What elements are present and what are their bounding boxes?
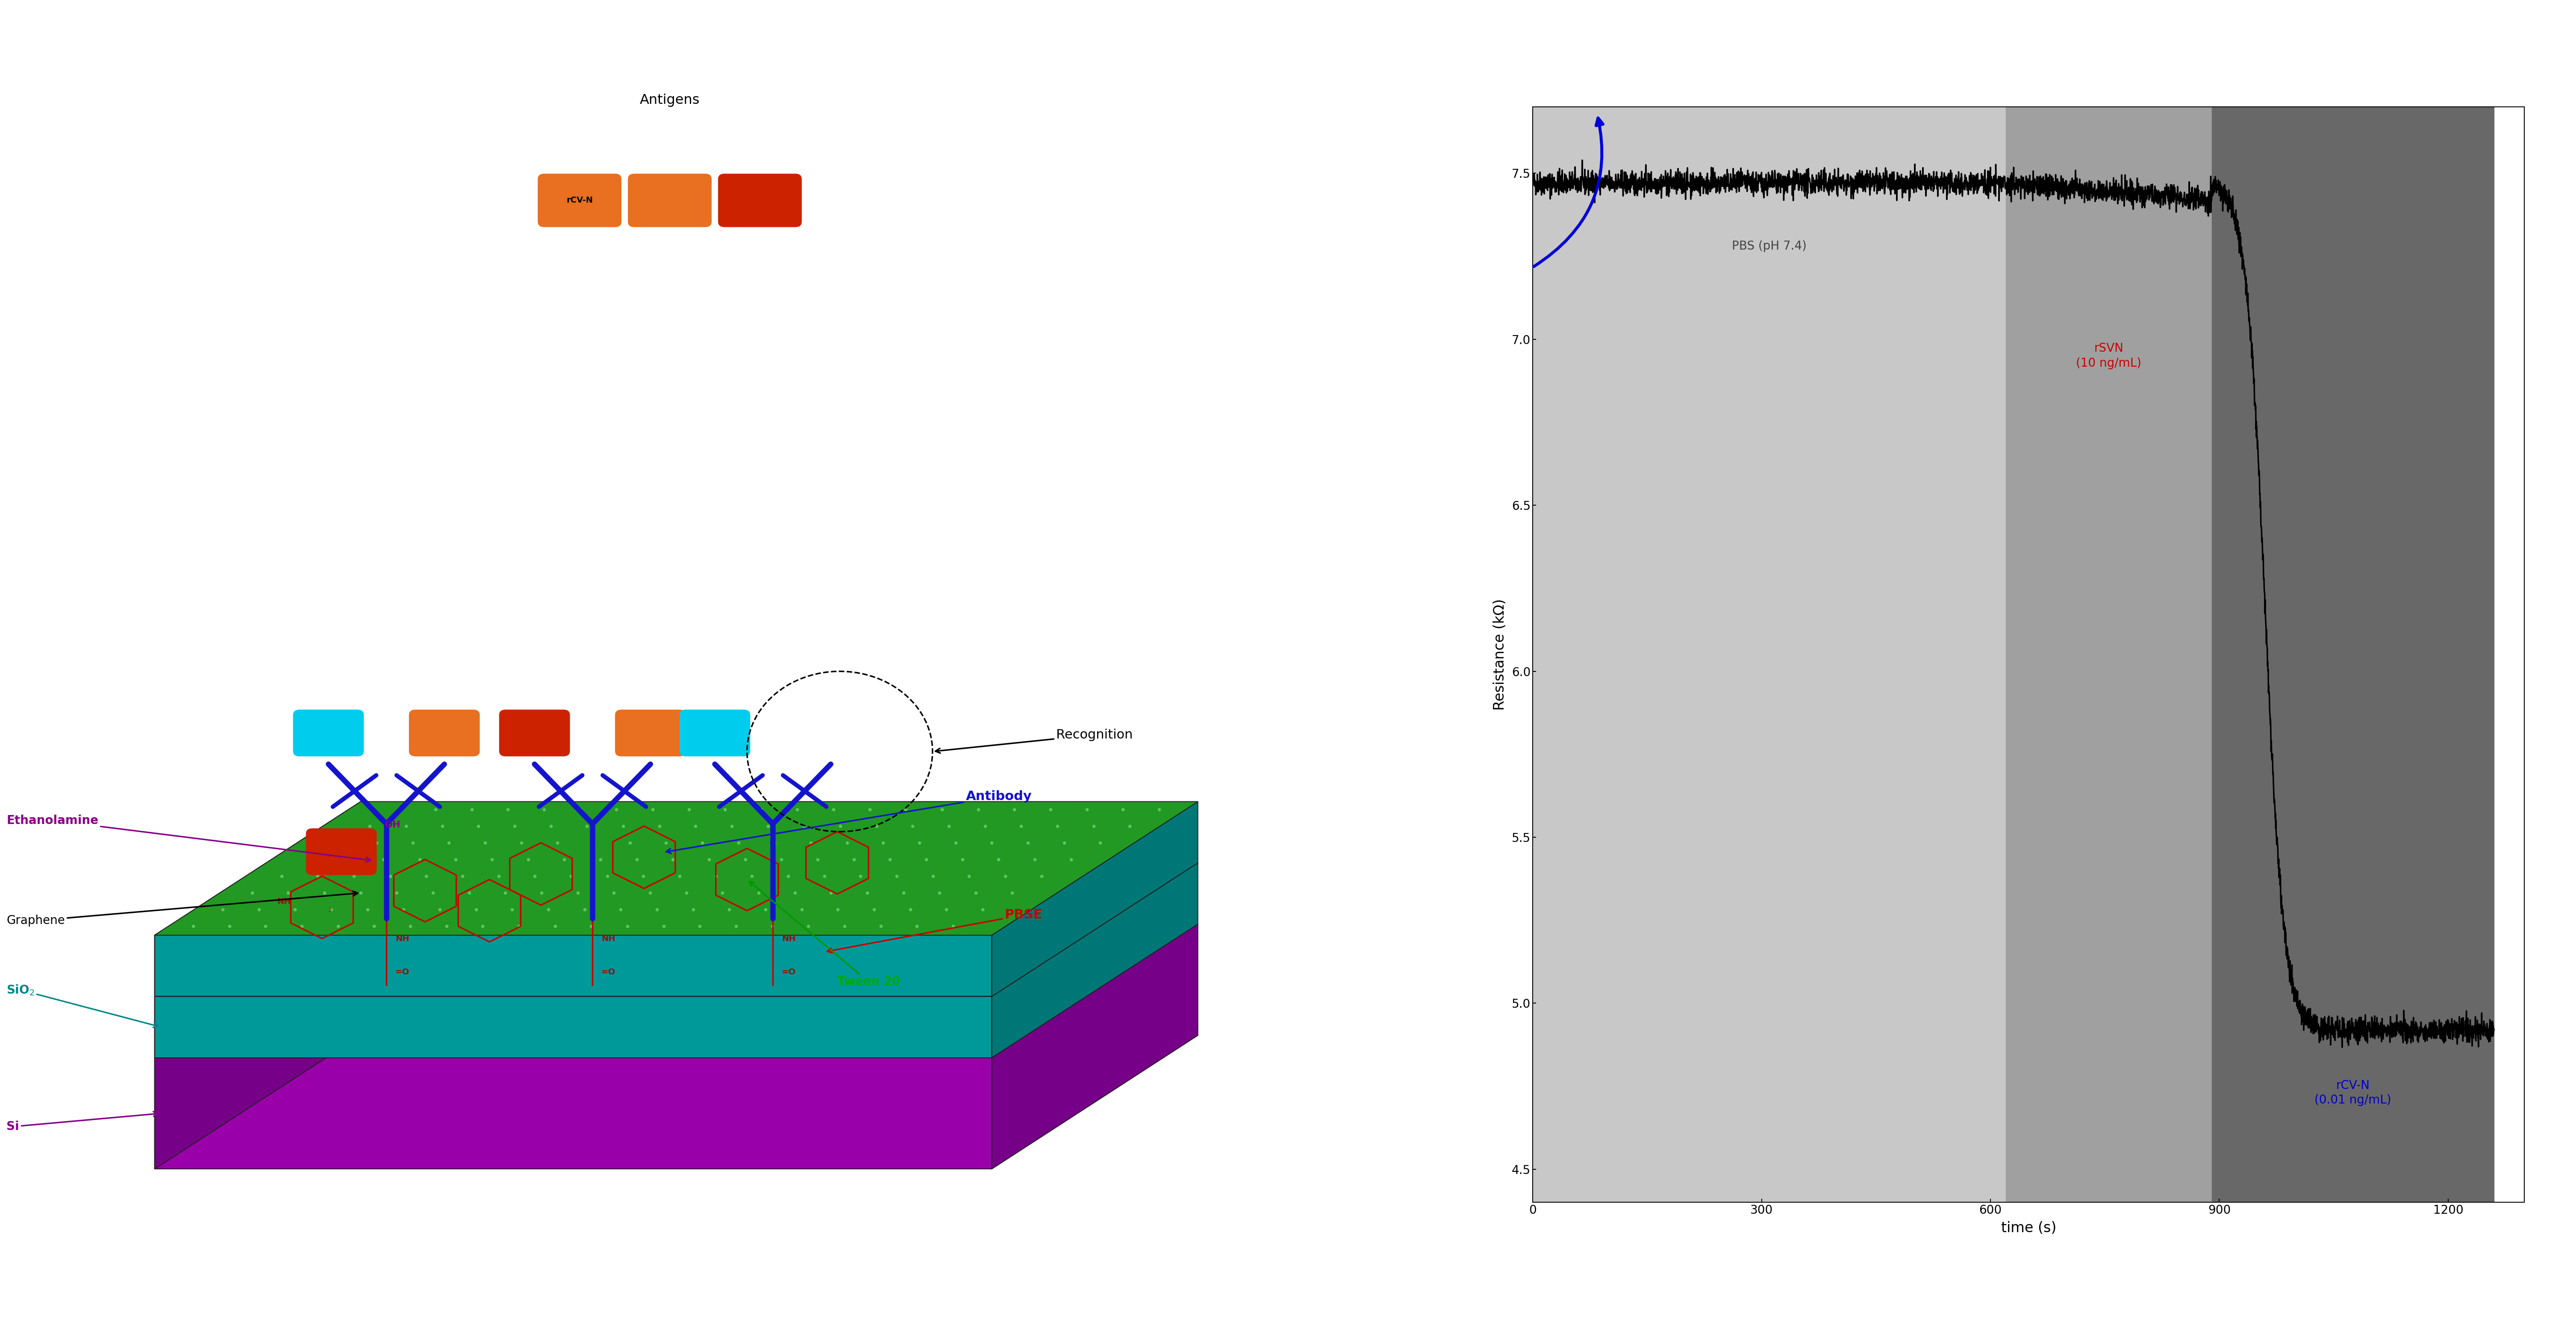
Polygon shape (155, 925, 1198, 1058)
Text: PBS (pH 7.4): PBS (pH 7.4) (1731, 240, 1806, 253)
Bar (2007, 107, 2213, 1202)
FancyBboxPatch shape (616, 709, 685, 756)
FancyBboxPatch shape (680, 709, 750, 756)
Polygon shape (155, 997, 992, 1058)
Y-axis label: Resistance (kΩ): Resistance (kΩ) (1494, 599, 1507, 711)
FancyBboxPatch shape (538, 174, 621, 227)
Polygon shape (155, 1058, 992, 1169)
Text: Antigens: Antigens (639, 94, 701, 107)
FancyBboxPatch shape (410, 709, 479, 756)
Text: $_2$: $_2$ (327, 906, 332, 912)
X-axis label: time (s): time (s) (2002, 1221, 2056, 1236)
FancyBboxPatch shape (719, 174, 801, 227)
Text: $\smile$: $\smile$ (358, 855, 376, 867)
Text: NH: NH (783, 934, 796, 943)
Bar (1533, 107, 2007, 1202)
Polygon shape (992, 863, 1198, 1058)
Text: Si: Si (5, 1112, 157, 1133)
Polygon shape (155, 802, 1198, 935)
Text: =O: =O (394, 967, 410, 977)
Text: PBSE: PBSE (827, 908, 1043, 953)
Text: Ethanolamine: Ethanolamine (5, 815, 371, 862)
Text: Antibody: Antibody (667, 790, 1033, 854)
Text: NH: NH (394, 934, 410, 943)
Text: NH: NH (276, 898, 291, 906)
Polygon shape (155, 802, 361, 1169)
FancyBboxPatch shape (500, 709, 569, 756)
Polygon shape (155, 863, 1198, 997)
Text: Recognition: Recognition (935, 728, 1133, 754)
Polygon shape (992, 925, 1198, 1169)
Text: =O: =O (783, 967, 796, 977)
Text: rSVN
(10 ng/mL): rSVN (10 ng/mL) (2076, 342, 2141, 369)
Text: OH: OH (384, 820, 402, 828)
Text: rCV-N: rCV-N (567, 196, 592, 204)
FancyBboxPatch shape (629, 174, 711, 227)
Bar (2213, 107, 2494, 1202)
Text: Graphene: Graphene (5, 891, 358, 927)
Text: =O: =O (600, 967, 616, 977)
Polygon shape (155, 935, 992, 997)
FancyBboxPatch shape (294, 709, 363, 756)
Text: Tween 20: Tween 20 (750, 882, 899, 987)
Text: SiO$_2$: SiO$_2$ (5, 983, 157, 1027)
Polygon shape (992, 802, 1198, 997)
Text: rCV-N
(0.01 ng/mL): rCV-N (0.01 ng/mL) (2313, 1079, 2391, 1106)
FancyBboxPatch shape (307, 828, 376, 875)
Text: NH: NH (600, 934, 616, 943)
